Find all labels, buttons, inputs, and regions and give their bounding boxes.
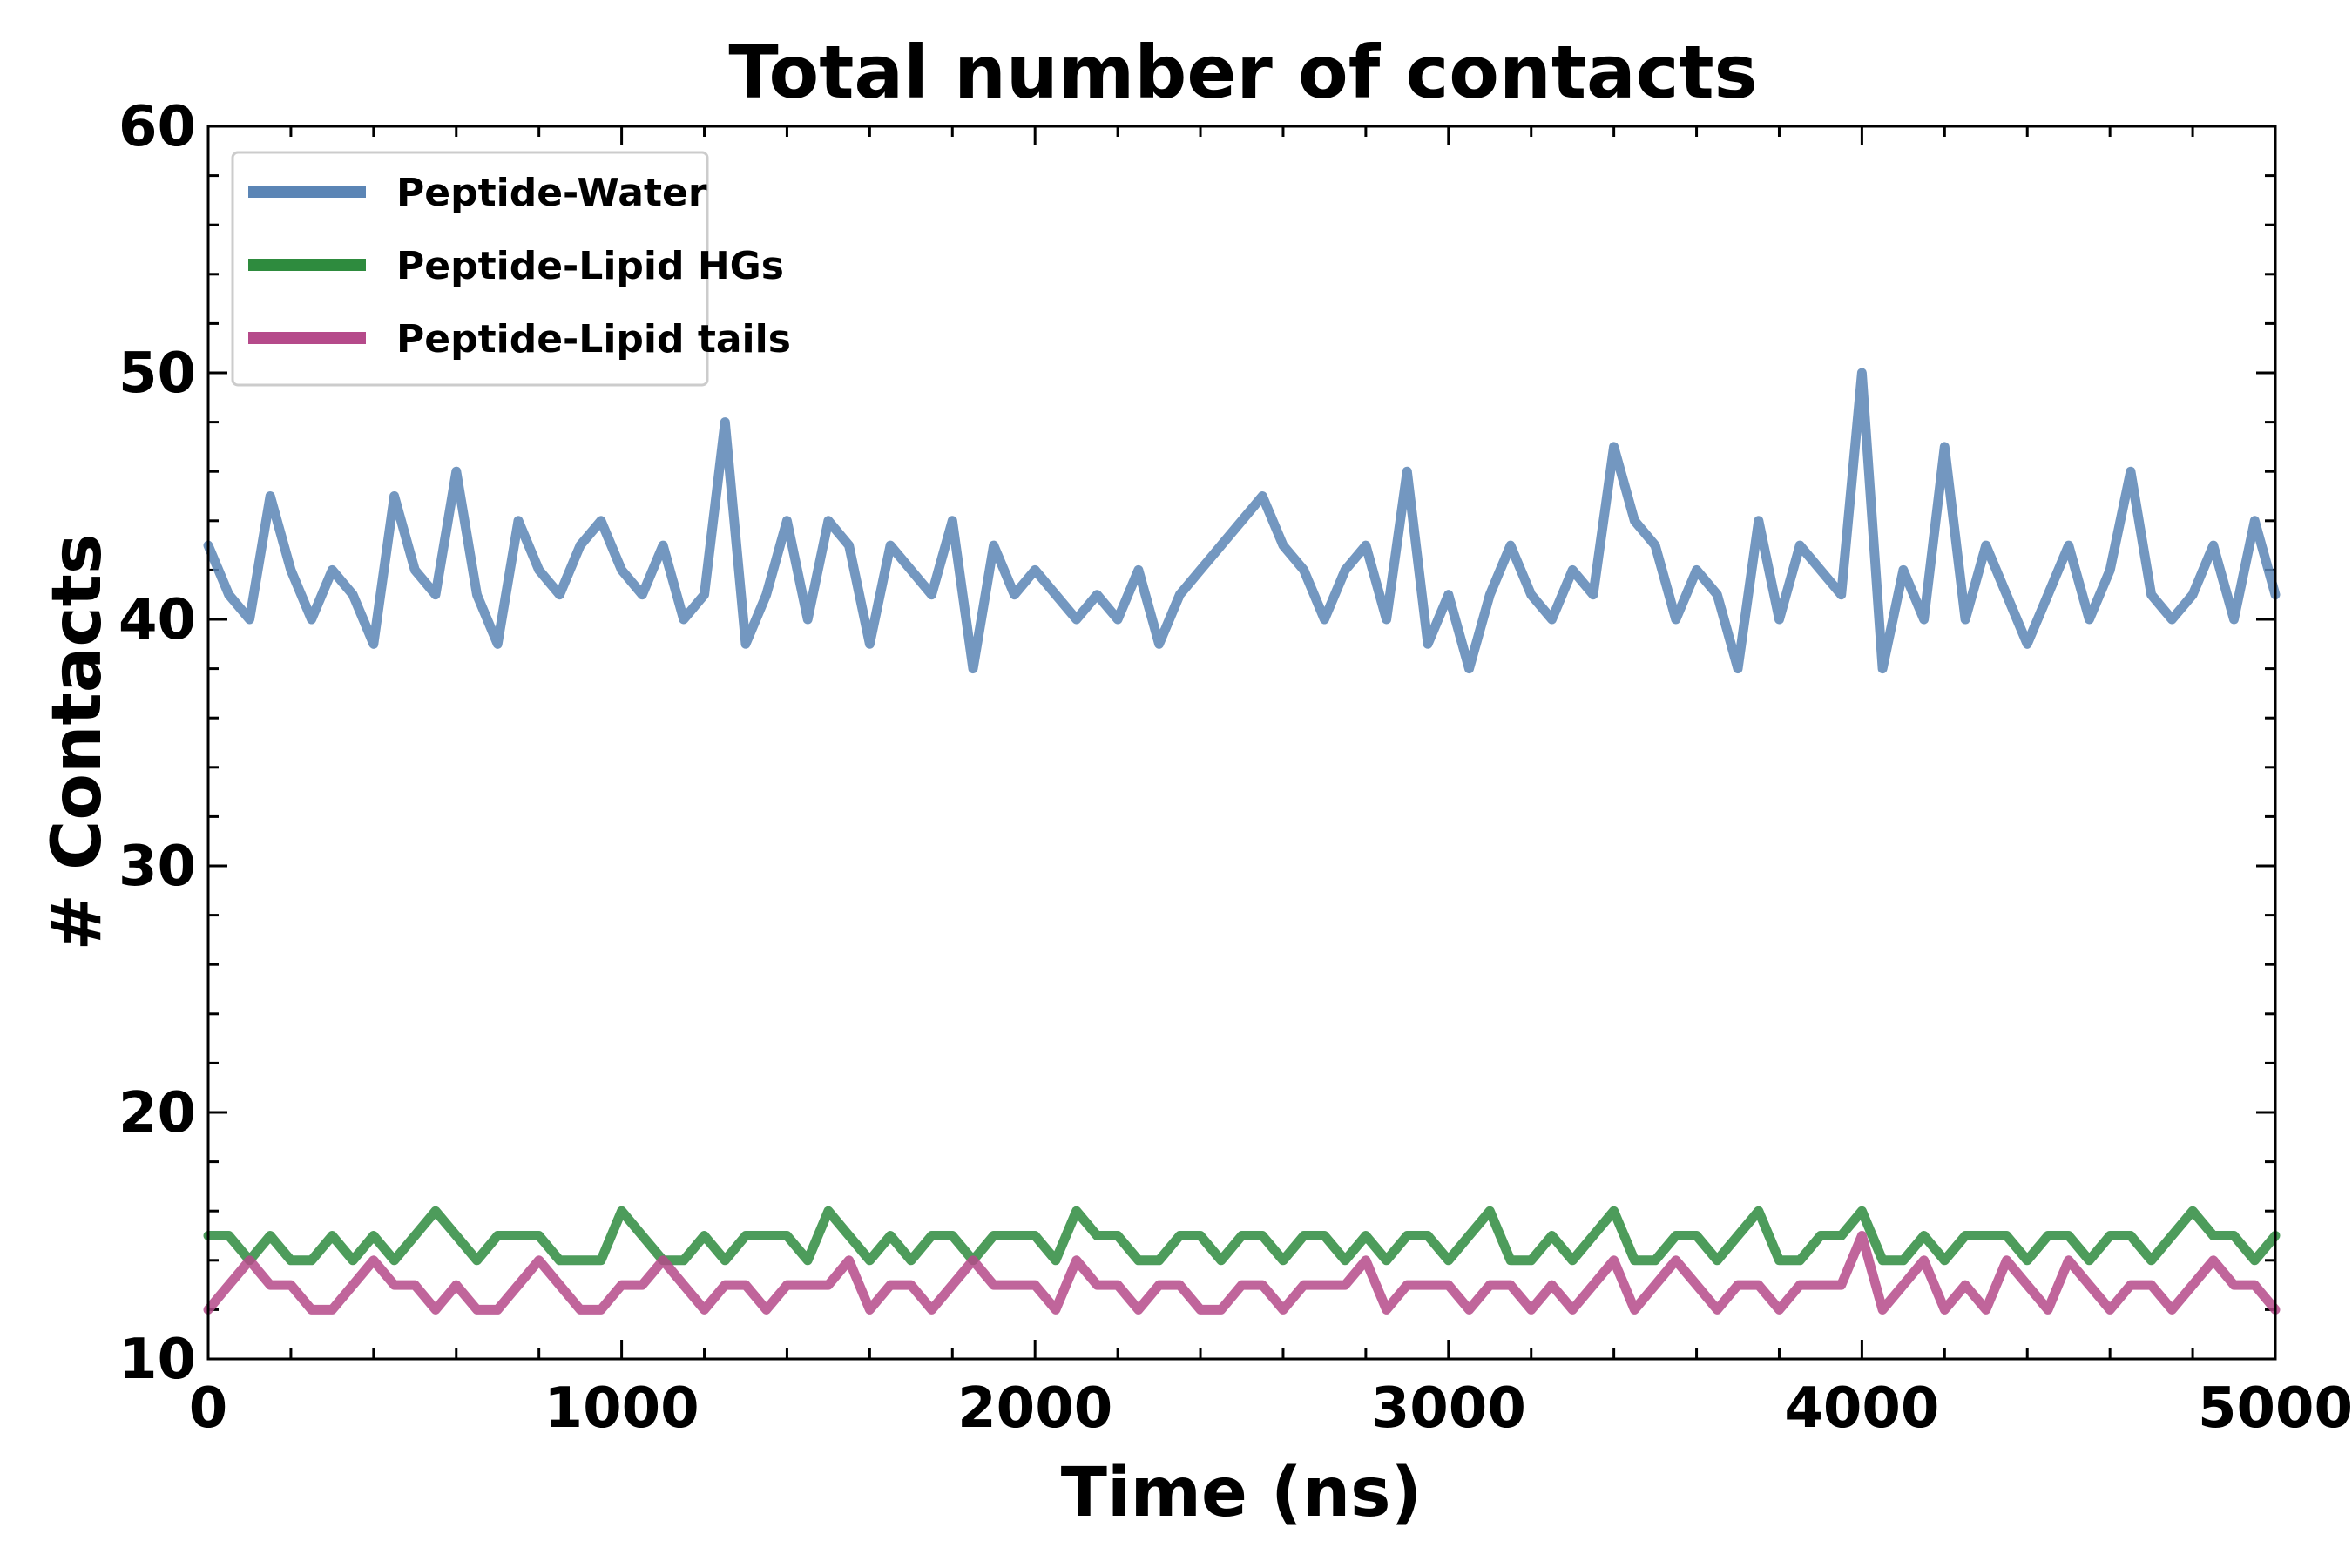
x-tick-label: 1000 [544,1376,700,1441]
y-axis-label: # Contacts [38,534,117,951]
y-tick-label: 40 [118,588,196,652]
y-tick-label: 50 [118,341,196,406]
y-tick-labels: 10 20 30 40 50 60 [118,95,196,1392]
y-tick-label: 20 [118,1081,196,1146]
legend-label-peptide-lipid-tails: Peptide-Lipid tails [396,317,791,362]
plot-frame [206,125,2277,1361]
x-axis-label: Time (ns) [1061,1454,1423,1532]
y-tick-label: 30 [118,835,196,899]
x-tick-label: 3000 [1371,1376,1526,1441]
series-layer [203,368,2281,1315]
y-tick-label: 10 [118,1328,196,1392]
x-tick-label: 4000 [1784,1376,1939,1441]
y-tick-label: 60 [118,95,196,159]
x-tick-label: 2000 [957,1376,1112,1441]
x-tick-label: 5000 [2198,1376,2352,1441]
x-tick-label: 0 [189,1376,228,1441]
chart-title: Total number of contacts [728,30,1757,115]
series-line-peptide-lipid-hgs [203,1206,2281,1266]
legend-label-peptide-water: Peptide-Water [396,171,707,215]
series-line-peptide-water [203,368,2281,674]
legend-label-peptide-lipid-hgs: Peptide-Lipid HGs [396,244,784,288]
legend-box [231,151,709,387]
legend: Peptide-Water Peptide-Lipid HGs Peptide-Li… [231,151,791,387]
series-line-peptide-lipid-tails [203,1231,2281,1315]
x-tick-labels: 0 1000 2000 3000 4000 5000 [189,1376,2352,1441]
